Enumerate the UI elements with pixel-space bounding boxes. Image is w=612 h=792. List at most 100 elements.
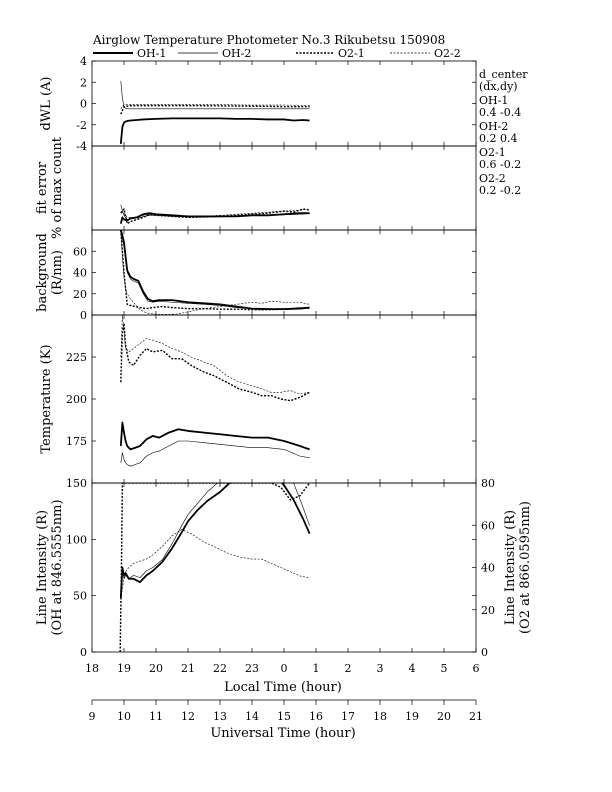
universal-time-tick-label: 21 (469, 710, 483, 723)
series-line-temp-oh-2 (120, 440, 310, 467)
y2-tick-label-int: 40 (481, 562, 495, 575)
annotation-d-center: d_center (479, 68, 528, 81)
y2-tick-label-int: 0 (481, 646, 488, 659)
panel-frame-int (91, 482, 477, 653)
local-time-tick-label: 6 (473, 662, 480, 675)
annotation-oh2-values: 0.2 0.4 (479, 132, 517, 145)
series-group-dwl (119, 81, 310, 144)
series-line-bg-oh-2 (120, 232, 310, 309)
local-time-tick-label: 23 (245, 662, 259, 675)
y-tick-label-bg: 20 (73, 288, 87, 301)
annotation-o21-label: O2-1 (479, 146, 506, 159)
local-time-tick-label: 5 (441, 662, 448, 675)
panel-frame-temp (91, 314, 477, 484)
local-time-axis: Local Time (hour) 18 19 20 21 22 23 0 1 2 3 4 5 6 (85, 662, 480, 695)
series-group-fit (119, 204, 310, 225)
series-line-dwl-o2-1 (120, 104, 310, 115)
y-tick-label-temp: 225 (66, 351, 87, 364)
y2-tick-label-int: 80 (481, 477, 495, 490)
universal-time-tick-label: 9 (89, 710, 96, 723)
legend-label-oh2: OH-2 (222, 47, 251, 60)
annotation-o21-values: 0.6 -0.2 (479, 158, 521, 171)
series-line-int-o2-2 (120, 529, 310, 600)
y-tick-label-bg: 40 (73, 267, 87, 280)
y-axis-label-bg: background (35, 233, 50, 312)
y-tick-label-temp: 200 (66, 393, 87, 406)
panels: -4 -2 0 2 4 dWL (A) fit error% of max count 0 20… (35, 55, 533, 659)
series-line-temp-o2-2 (120, 315, 310, 395)
annotation-oh2-label: OH-2 (479, 120, 508, 133)
universal-time-tick-label: 10 (117, 710, 131, 723)
y-tick-label-dwl: 0 (80, 98, 87, 111)
legend-label-oh1: OH-1 (137, 47, 166, 60)
y-axis-label-fit: fit error (35, 161, 50, 214)
local-time-tick-label: 18 (85, 662, 99, 675)
y-axis-label-int: Line Intensity (R) (35, 510, 50, 625)
annotation-block: d_center (dx,dy) OH-1 0.4 -0.4 OH-2 0.2 … (479, 68, 528, 197)
y-axis-label-bg: (R/nm) (50, 250, 65, 295)
legend-label-o21: O2-1 (338, 47, 365, 60)
series-line-temp-o2-1 (120, 322, 310, 402)
y-tick-label-dwl: 4 (80, 55, 87, 68)
series-line-int-oh-2 (120, 483, 310, 591)
series-line-bg-o2-1 (120, 230, 310, 311)
y2-tick-label-int: 60 (481, 519, 495, 532)
annotation-dxdy: (dx,dy) (479, 80, 518, 93)
panel-bg: 0 20 40 60 background (R/nm) (35, 229, 477, 322)
series-line-bg-oh-1 (119, 230, 310, 311)
local-time-tick-label: 22 (213, 662, 227, 675)
local-time-tick-label: 19 (117, 662, 131, 675)
local-time-tick-label: 3 (377, 662, 384, 675)
y-tick-label-int: 50 (73, 590, 87, 603)
universal-time-tick-label: 14 (245, 710, 259, 723)
universal-time-tick-label: 16 (309, 710, 323, 723)
series-line-dwl-o2-2 (120, 104, 310, 109)
y2-axis-label-int: (O2 at 866.0595nm) (518, 501, 533, 634)
y-tick-label-temp: 175 (66, 435, 87, 448)
series-line-int-oh-1 (119, 483, 311, 598)
local-time-axis-label: Local Time (hour) (224, 680, 342, 695)
y2-axis-label-int: Line Intensity (R) (503, 510, 518, 625)
universal-time-axis-label: Universal Time (hour) (210, 726, 355, 741)
universal-time-axis: Universal Time (hour) 9 10 11 12 13 14 15 16 17 1… (89, 699, 483, 741)
y-tick-label-bg: 60 (73, 245, 87, 258)
universal-time-tick-label: 12 (181, 710, 195, 723)
series-group-bg (119, 230, 310, 315)
y-tick-label-dwl: -2 (76, 119, 87, 132)
series-line-fit-o2-2 (120, 208, 310, 218)
y-axis-label-int: (OH at 846.5555nm) (50, 499, 65, 635)
y-tick-label-int: 0 (80, 646, 87, 659)
y-tick-label-int: 100 (66, 533, 87, 546)
y-axis-label-temp: Temperature (K) (39, 344, 54, 453)
annotation-o22-values: 0.2 -0.2 (479, 184, 521, 197)
annotation-oh1-values: 0.4 -0.4 (479, 106, 521, 119)
series-line-bg-o2-2 (120, 232, 310, 315)
series-group-temp (119, 315, 310, 467)
y-axis-label-dwl: dWL (A) (39, 77, 54, 131)
local-time-tick-label: 4 (409, 662, 416, 675)
y-tick-label-bg: 0 (80, 309, 87, 322)
universal-time-tick-label: 17 (341, 710, 355, 723)
panel-fit: fit error% of max count (35, 136, 477, 239)
universal-time-tick-label: 11 (149, 710, 163, 723)
figure-title: Airglow Temperature Photometer No.3 Riku… (92, 33, 445, 47)
y-tick-label-int: 150 (66, 477, 87, 490)
panel-dwl: -4 -2 0 2 4 dWL (A) (39, 55, 477, 153)
panel-frame-fit (91, 145, 477, 231)
universal-time-tick-label: 18 (373, 710, 387, 723)
annotation-o22-label: O2-2 (479, 172, 506, 185)
y-axis-label-fit: % of max count (50, 136, 65, 239)
y-tick-label-dwl: 2 (80, 76, 87, 89)
annotation-oh1-label: OH-1 (479, 94, 508, 107)
local-time-tick-label: 0 (281, 662, 288, 675)
series-line-dwl-oh-1 (119, 117, 310, 144)
panel-frame-dwl (91, 60, 477, 147)
local-time-tick-label: 2 (345, 662, 352, 675)
universal-time-tick-label: 13 (213, 710, 227, 723)
legend-label-o22: O2-2 (434, 47, 461, 60)
series-line-dwl-oh-2 (120, 81, 310, 110)
y-tick-label-dwl: -4 (76, 140, 87, 153)
panel-temp: 175 200 225 Temperature (K) (39, 314, 477, 484)
